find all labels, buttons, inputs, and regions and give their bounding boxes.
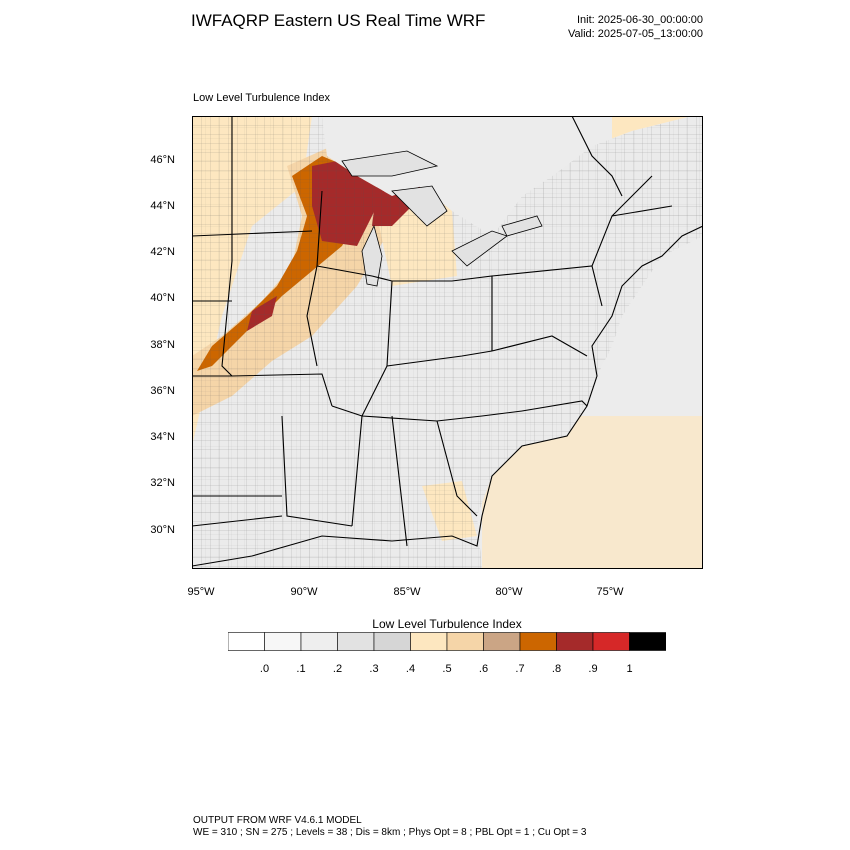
lat-label-32n: 32°N [150, 477, 175, 489]
lon-label-85w: 85°W [393, 586, 421, 598]
plot-title: IWFAQRP Eastern US Real Time WRF [191, 11, 486, 30]
lake-superior [341, 150, 439, 177]
colorbar-tick-label: .4 [405, 663, 416, 675]
colorbar-swatch [373, 632, 411, 651]
colorbar-swatch [519, 632, 557, 651]
coastline [192, 225, 703, 567]
lat-label-40n: 40°N [150, 292, 175, 304]
lake-huron [391, 185, 448, 227]
lat-label-30n: 30°N [150, 524, 175, 536]
colorbar-swatch [483, 632, 521, 651]
lake-ontario [501, 215, 543, 237]
colorbar [228, 632, 666, 651]
valid-time: Valid: 2025-07-05_13:00:00 [568, 28, 703, 40]
footer-config: WE = 310 ; SN = 275 ; Levels = 38 ; Dis … [193, 827, 587, 838]
colorbar-tick-label: .8 [551, 663, 562, 675]
colorbar-tick-label: .2 [332, 663, 343, 675]
colorbar-swatch [592, 632, 630, 651]
colorbar-tick-label: .0 [259, 663, 270, 675]
lat-label-42n: 42°N [150, 246, 175, 258]
lat-label-38n: 38°N [150, 339, 175, 351]
footer-model: OUTPUT FROM WRF V4.6.1 MODEL [193, 815, 362, 826]
colorbar-swatch [629, 632, 666, 651]
map-subtitle: Low Level Turbulence Index [193, 92, 330, 104]
colorbar-swatch [446, 632, 484, 651]
colorbar-swatch [228, 632, 265, 651]
colorbar-tick-label: .1 [296, 663, 306, 675]
colorbar-tick-label: 1 [626, 663, 633, 675]
lon-label-75w: 75°W [596, 586, 624, 598]
lon-label-95w: 95°W [187, 586, 215, 598]
colorbar-tick-label: .6 [478, 663, 489, 675]
lat-label-36n: 36°N [150, 385, 175, 397]
map-frame [192, 116, 703, 569]
lat-label-34n: 34°N [150, 431, 175, 443]
canada-border [571, 116, 623, 197]
init-time: Init: 2025-06-30_00:00:00 [577, 14, 703, 26]
lake-michigan [361, 224, 383, 287]
colorbar-swatch [300, 632, 338, 651]
colorbar-swatch [264, 632, 302, 651]
colorbar-tick-label: .9 [588, 663, 598, 675]
turbulence-map [192, 116, 703, 569]
colorbar-tick-label: .5 [442, 663, 452, 675]
colorbar-swatch [337, 632, 375, 651]
lat-label-44n: 44°N [150, 200, 175, 212]
lon-label-80w: 80°W [495, 586, 523, 598]
colorbar-tick-label: .7 [515, 663, 525, 675]
state-borders [192, 116, 673, 547]
colorbar-swatch [556, 632, 594, 651]
colorbar-title: Low Level Turbulence Index [372, 617, 522, 631]
colorbar-tick-label: .3 [369, 663, 379, 675]
lat-label-46n: 46°N [150, 154, 175, 166]
lon-label-90w: 90°W [290, 586, 318, 598]
colorbar-swatch [410, 632, 448, 651]
